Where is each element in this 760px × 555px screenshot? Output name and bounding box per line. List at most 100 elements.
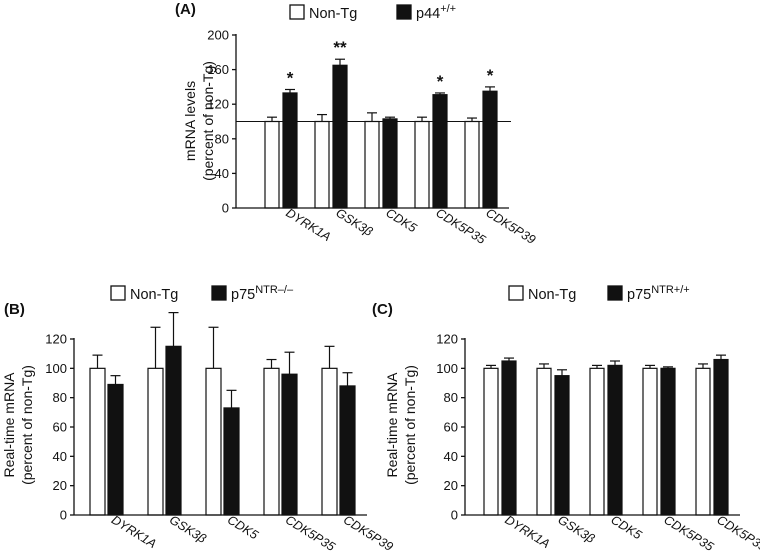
legend-a-control-swatch — [289, 4, 305, 20]
bar-control — [642, 367, 658, 516]
y-tick-label: 200 — [207, 28, 229, 43]
legend-b-transgenic-label: p75NTR–/– — [231, 284, 294, 303]
panel-a-significance: **** * — [287, 38, 494, 91]
panel-a-legend: Non-Tg p44+/+ — [289, 3, 456, 22]
panel-a-label: (A) — [175, 1, 196, 18]
x-category-label: CDK5P39 — [483, 206, 538, 247]
y-tick-label: 60 — [53, 420, 67, 435]
bar-control — [263, 367, 280, 516]
bar-control — [147, 367, 164, 516]
x-category-label: GSK3β — [167, 513, 209, 546]
x-category-label: DYRK1A — [502, 513, 552, 551]
panel-b-ylabel-line2: (percent of non-Tg) — [19, 365, 35, 485]
bar-control — [364, 120, 380, 209]
bar-transgenic — [607, 364, 623, 516]
bar-control — [314, 120, 330, 209]
bar-transgenic — [660, 367, 676, 516]
y-tick-label: 0 — [222, 201, 229, 216]
bar-transgenic — [501, 360, 517, 516]
panel-c: (C) Non-Tg p75NTR+/+ Real-time mRNA (per… — [372, 284, 760, 554]
bar-control — [414, 120, 430, 209]
panel-b-x-axis: DYRK1A GSK3β CDK5 CDK5P35 CDK5P39 — [74, 513, 396, 554]
significance-marker: * — [287, 68, 294, 87]
panel-b-errorbars — [92, 312, 353, 408]
y-tick-label: 100 — [45, 361, 67, 376]
bar-control — [589, 367, 605, 516]
legend-b-transgenic-swatch — [211, 285, 227, 301]
bar-transgenic — [432, 94, 448, 209]
y-tick-label: 40 — [53, 449, 67, 464]
bar-transgenic — [165, 345, 182, 516]
bar-transgenic — [282, 92, 298, 209]
y-tick-label: 120 — [436, 332, 458, 347]
y-tick-label: 20 — [53, 478, 67, 493]
panel-c-bars — [483, 358, 729, 516]
legend-a-transgenic-sup: +/+ — [440, 3, 456, 15]
panel-c-y-axis: 0 20 40 60 80 100 120 — [436, 332, 466, 523]
significance-marker: * — [437, 72, 444, 91]
legend-c-transgenic-base: p75 — [627, 287, 651, 303]
legend-c-control-label: Non-Tg — [528, 287, 576, 303]
bar-control — [695, 367, 711, 516]
y-tick-label: 0 — [60, 508, 67, 523]
y-tick-label: 120 — [45, 332, 67, 347]
panel-a-ylabel-line2: (percent of non-Tg) — [200, 61, 216, 181]
x-category-label: GSK3β — [333, 206, 375, 239]
legend-a-transgenic-swatch — [396, 4, 412, 20]
legend-c-control-swatch — [508, 285, 524, 301]
panel-a-errorbars — [267, 58, 495, 122]
panel-b-ylabel-line1: Real-time mRNA — [1, 372, 17, 478]
x-category-label: CDK5 — [608, 513, 644, 543]
x-category-label: CDK5P35 — [661, 513, 716, 554]
legend-a-transgenic-label: p44+/+ — [416, 3, 456, 22]
bar-control — [483, 367, 499, 516]
bar-transgenic — [332, 64, 348, 209]
significance-marker: ** — [333, 38, 347, 57]
panel-b: (B) Non-Tg p75NTR–/– Real-time mRNA (per… — [1, 284, 396, 554]
bar-control — [536, 367, 552, 516]
bar-control — [321, 367, 338, 516]
bar-transgenic — [281, 373, 298, 516]
panel-c-ylabel-line2: (percent of non-Tg) — [402, 365, 418, 485]
legend-a-control-label: Non-Tg — [309, 6, 357, 22]
x-category-label: CDK5P39 — [341, 513, 396, 554]
x-category-label: CDK5P35 — [433, 206, 488, 247]
panel-c-label: (C) — [372, 301, 393, 318]
y-tick-label: 20 — [444, 478, 458, 493]
x-category-label: DYRK1A — [109, 513, 159, 551]
x-category-label: CDK5P35 — [283, 513, 338, 554]
panel-c-legend: Non-Tg p75NTR+/+ — [508, 284, 690, 303]
panel-a-y-axis: 0 40 80 120 160 200 — [207, 28, 237, 216]
x-category-label: CDK5 — [383, 206, 419, 236]
legend-c-transgenic-label: p75NTR+/+ — [627, 284, 690, 303]
panel-b-bars — [89, 345, 356, 516]
bar-transgenic — [339, 385, 356, 516]
panel-c-errorbars — [486, 354, 726, 376]
bar-control — [264, 120, 280, 209]
legend-b-control-swatch — [110, 285, 126, 301]
bar-control — [464, 120, 480, 209]
y-tick-label: 160 — [207, 62, 229, 77]
legend-a-transgenic-base: p44 — [416, 6, 440, 22]
panel-a-ylabel-line1: mRNA levels — [182, 81, 198, 161]
x-category-label: DYRK1A — [283, 206, 333, 244]
bar-transgenic — [482, 90, 498, 209]
y-tick-label: 60 — [444, 420, 458, 435]
bar-transgenic — [223, 407, 240, 516]
x-category-label: GSK3β — [555, 513, 597, 546]
legend-b-control-label: Non-Tg — [130, 287, 178, 303]
y-tick-label: 80 — [53, 390, 67, 405]
panel-b-y-axis: 0 20 40 60 80 100 120 — [45, 332, 75, 523]
x-category-label: CDK5P39 — [714, 513, 760, 554]
legend-c-transgenic-sup: NTR+/+ — [651, 284, 690, 296]
bar-transgenic — [107, 383, 124, 516]
panel-a-bars — [264, 64, 498, 209]
bar-control — [205, 367, 222, 516]
y-tick-label: 40 — [444, 449, 458, 464]
y-tick-label: 0 — [451, 508, 458, 523]
bar-transgenic — [382, 118, 398, 209]
bar-control — [89, 367, 106, 516]
legend-c-transgenic-swatch — [607, 285, 623, 301]
